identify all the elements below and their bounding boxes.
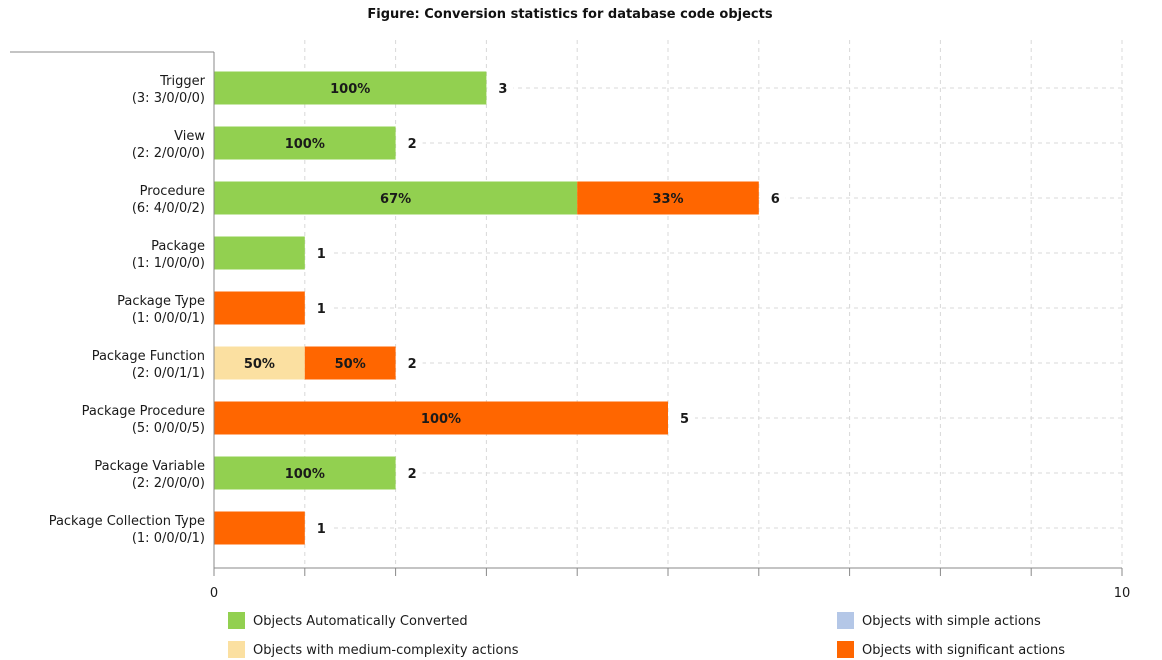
x-tick-label: 0	[210, 586, 218, 601]
bar-total-label: 1	[317, 522, 326, 537]
category-sublabel: (2: 2/0/0/0)	[132, 146, 205, 161]
category-sublabel: (1: 0/0/0/1)	[132, 311, 205, 326]
total-label-bg	[396, 354, 423, 372]
bar-percent-label: 50%	[335, 357, 366, 372]
total-label-bg	[305, 244, 332, 262]
legend-swatch	[837, 612, 854, 629]
legend-swatch	[228, 641, 245, 658]
bar-percent-label: 67%	[380, 192, 411, 207]
category-label: Package Type	[117, 294, 205, 309]
bar-percent-label: 100%	[285, 137, 325, 152]
category-sublabel: (1: 0/0/0/1)	[132, 531, 205, 546]
bar-total-label: 5	[680, 412, 689, 427]
legend-label: Objects with medium-complexity actions	[253, 643, 519, 658]
category-sublabel: (3: 3/0/0/0)	[132, 91, 205, 106]
category-label: Package	[151, 239, 205, 254]
bar-percent-label: 100%	[330, 82, 370, 97]
category-label: Package Procedure	[82, 404, 205, 419]
bar-total-label: 3	[498, 82, 507, 97]
bar-percent-label: 100%	[285, 467, 325, 482]
bar-total-label: 6	[771, 192, 780, 207]
bar-segment	[214, 291, 305, 325]
total-label-bg	[396, 134, 423, 152]
legend-label: Objects with significant actions	[862, 643, 1065, 658]
bar-percent-label: 100%	[421, 412, 461, 427]
bar-total-label: 2	[408, 467, 417, 482]
category-sublabel: (2: 0/0/1/1)	[132, 366, 205, 381]
bar-percent-label: 50%	[244, 357, 275, 372]
legend-swatch	[837, 641, 854, 658]
bar-segment	[214, 71, 487, 105]
legend-label: Objects Automatically Converted	[253, 614, 468, 629]
category-label: View	[174, 129, 205, 144]
total-label-bg	[487, 79, 514, 97]
bar-segment	[214, 346, 305, 380]
bar-segment	[304, 346, 396, 380]
bar-total-label: 1	[317, 247, 326, 262]
category-label: Package Variable	[94, 459, 205, 474]
chart-title: Figure: Conversion statistics for databa…	[367, 7, 773, 22]
bar-segment	[214, 401, 668, 435]
category-sublabel: (1: 1/0/0/0)	[132, 256, 205, 271]
total-label-bg	[759, 189, 786, 207]
bar-total-label: 1	[317, 302, 326, 317]
category-sublabel: (5: 0/0/0/5)	[132, 421, 205, 436]
total-label-bg	[305, 299, 332, 317]
total-label-bg	[669, 409, 695, 427]
category-sublabel: (2: 2/0/0/0)	[132, 476, 205, 491]
category-sublabel: (6: 4/0/0/2)	[132, 201, 205, 216]
category-label: Procedure	[140, 184, 205, 199]
bar-segment	[214, 126, 396, 160]
total-label-bg	[305, 519, 332, 537]
total-label-bg	[396, 464, 423, 482]
category-label: Trigger	[159, 74, 205, 89]
bar-segment	[214, 236, 305, 270]
bar-percent-label: 33%	[652, 192, 683, 207]
bar-total-label: 2	[408, 137, 417, 152]
bar-segment	[214, 456, 396, 490]
bar-segment	[214, 511, 305, 545]
category-label: Package Collection Type	[49, 514, 205, 529]
category-label: Package Function	[92, 349, 205, 364]
bar-segment	[214, 181, 578, 215]
bar-segment	[577, 181, 759, 215]
bar-total-label: 2	[408, 357, 417, 372]
legend-swatch	[228, 612, 245, 629]
x-tick-label: 10	[1114, 586, 1131, 601]
legend-label: Objects with simple actions	[862, 614, 1041, 629]
